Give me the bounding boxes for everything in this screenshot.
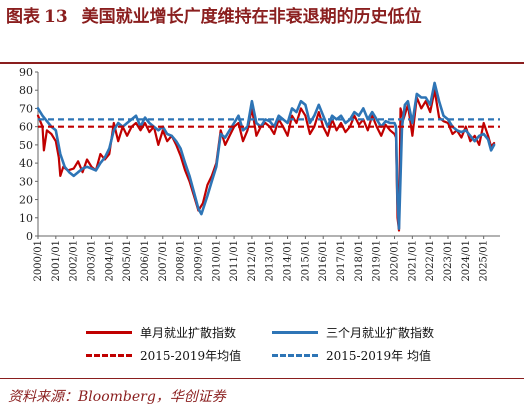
legend-item-single-month: 单月就业扩散指数 — [86, 324, 236, 341]
legend-item-red-mean: 2015-2019年均值 — [86, 347, 241, 364]
figure-title-text: 美国就业增长广度维持在非衰退期的历史低位 — [81, 7, 422, 27]
legend-swatch-red-dashed — [86, 354, 132, 357]
legend-label: 2015-2019年均值 — [140, 349, 242, 363]
source-note: 资料来源：Bloomberg，华创证券 — [8, 389, 226, 405]
y-tick-label: 0 — [26, 230, 33, 243]
x-tick-label: 2006/01 — [140, 240, 151, 282]
x-tick-label: 2001/01 — [51, 240, 62, 282]
x-tick-label: 2014/01 — [283, 240, 294, 282]
legend-item-three-month: 三个月就业扩散指数 — [272, 324, 434, 341]
x-tick-label: 2002/01 — [69, 240, 80, 282]
x-tick-label: 2023/01 — [443, 240, 454, 282]
x-tick-label: 2010/01 — [211, 240, 222, 282]
source-divider — [0, 378, 524, 379]
x-tick-label: 2016/01 — [318, 240, 329, 282]
x-tick-label: 2017/01 — [336, 240, 347, 282]
y-tick-label: 80 — [19, 84, 33, 97]
series-line-1 — [36, 81, 496, 230]
x-tick-label: 2019/01 — [372, 240, 383, 282]
x-tick-label: 2004/01 — [104, 240, 115, 282]
y-tick-label: 10 — [19, 212, 33, 225]
x-tick-label: 2005/01 — [122, 240, 133, 282]
title-divider — [0, 62, 524, 64]
x-tick-label: 2003/01 — [86, 240, 97, 282]
y-tick-label: 50 — [19, 139, 33, 152]
legend-item-blue-mean: 2015-2019年 均值 — [272, 347, 431, 364]
figure-number: 13 — [44, 7, 68, 27]
y-tick-label: 40 — [19, 157, 33, 170]
x-axis: 2000/01 2001/01 2002/01 2003/01 2004/01 2005/… — [33, 235, 500, 282]
legend-label: 三个月就业扩散指数 — [326, 326, 435, 340]
legend-swatch-blue-solid — [272, 331, 318, 334]
x-tick-label: 2022/01 — [425, 240, 436, 282]
legend-swatch-red-solid — [86, 331, 132, 334]
y-tick-label: 70 — [19, 102, 33, 115]
x-tick-label: 2009/01 — [193, 240, 204, 282]
legend-label: 2015-2019年 均值 — [326, 349, 431, 363]
x-tick-label: 2025/01 — [479, 240, 490, 282]
x-tick-label: 2015/01 — [300, 240, 311, 282]
x-tick-label: 2020/01 — [390, 240, 401, 282]
y-tick-label: 20 — [19, 194, 33, 207]
series-layer — [36, 81, 500, 232]
legend-swatch-blue-dashed — [272, 354, 318, 357]
y-tick-label: 60 — [19, 121, 33, 134]
x-tick-label: 2011/01 — [229, 240, 240, 282]
x-tick-label: 2021/01 — [407, 240, 418, 282]
y-axis: 0 10 20 30 40 50 60 70 80 90 — [19, 66, 39, 243]
figure-label: 图表 — [6, 7, 40, 27]
x-tick-label: 2013/01 — [265, 240, 276, 282]
legend-label: 单月就业扩散指数 — [140, 326, 237, 340]
x-tick-label: 2007/01 — [158, 240, 169, 282]
x-tick-label: 2024/01 — [461, 240, 472, 282]
x-tick-label: 2000/01 — [33, 240, 44, 282]
y-tick-label: 30 — [19, 175, 33, 188]
x-tick-label: 2012/01 — [247, 240, 258, 282]
series-line-0 — [36, 89, 496, 232]
x-tick-label: 2008/01 — [176, 240, 187, 282]
line-chart: 0 10 20 30 40 50 60 70 80 90 2000/01 2001/01 2002/0… — [19, 66, 500, 282]
x-tick-label: 2018/01 — [354, 240, 365, 282]
figure-title: 图表 13 美国就业增长广度维持在非衰退期的历史低位 — [6, 4, 518, 31]
y-tick-label: 90 — [19, 66, 33, 79]
